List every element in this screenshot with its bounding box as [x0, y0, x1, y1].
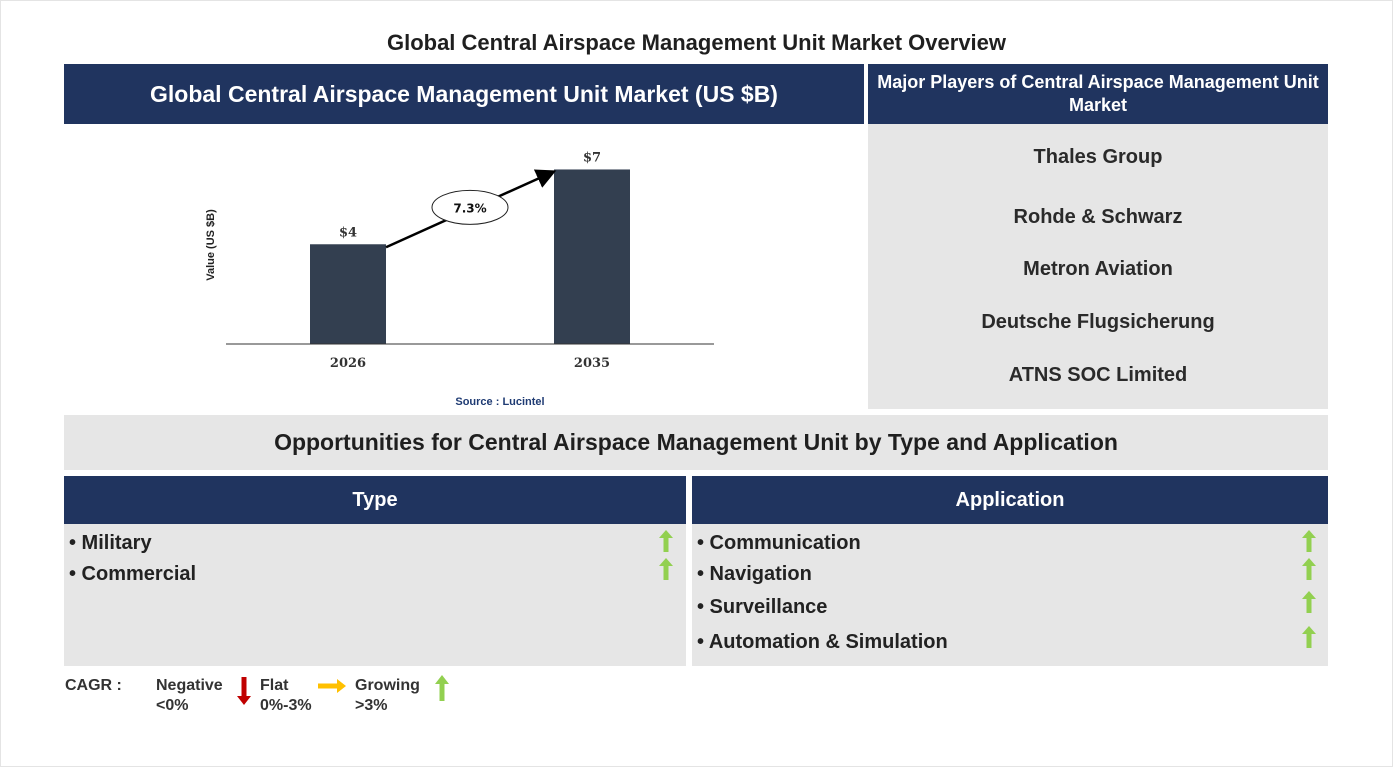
player-item: Deutsche Flugsicherung	[981, 311, 1215, 333]
up-arrow-icon	[1302, 530, 1316, 552]
application-header: Application	[692, 476, 1328, 524]
up-arrow-icon	[1302, 591, 1316, 613]
legend-negative: Negative <0%	[156, 676, 223, 716]
chart-panel-header: Global Central Airspace Management Unit …	[64, 64, 864, 124]
opportunities-header: Opportunities for Central Airspace Manag…	[64, 415, 1328, 470]
x-tick-label-2026: 2026	[330, 356, 366, 371]
cagr-ellipse	[431, 189, 509, 225]
legend-growing-title: Growing	[355, 677, 420, 694]
right-arrow-icon	[318, 679, 346, 693]
legend-growing: Growing >3%	[355, 676, 420, 716]
legend-label: CAGR :	[65, 677, 122, 694]
legend-flat-range: 0%-3%	[260, 697, 312, 714]
legend-negative-title: Negative	[156, 677, 223, 694]
player-item: Thales Group	[1033, 146, 1163, 168]
legend-flat-title: Flat	[260, 677, 289, 694]
players-list: Thales Group Rohde & Schwarz Metron Avia…	[868, 124, 1328, 409]
data-label-2035: $7	[583, 150, 601, 165]
players-header: Major Players of Central Airspace Manage…	[868, 64, 1328, 124]
application-item-automation-simulation: • Automation & Simulation	[697, 631, 948, 653]
application-list: • Communication • Navigation • Surveilla…	[692, 524, 1328, 666]
player-item: Metron Aviation	[1023, 258, 1173, 280]
source-label: Source : Lucintel	[455, 396, 544, 408]
up-arrow-icon	[659, 558, 673, 580]
type-item-military: • Military	[69, 532, 152, 554]
player-item: ATNS SOC Limited	[1008, 364, 1188, 386]
player-item: Rohde & Schwarz	[1013, 206, 1183, 228]
data-label-2026: $4	[339, 225, 357, 240]
x-tick-label-2035: 2035	[574, 356, 610, 371]
y-axis-label: Value (US $B)	[205, 209, 217, 281]
bar-2026	[310, 244, 386, 344]
up-arrow-icon	[1302, 558, 1316, 580]
application-item-communication: • Communication	[697, 532, 861, 554]
down-arrow-icon	[237, 677, 251, 705]
legend-flat: Flat 0%-3%	[260, 676, 312, 716]
up-arrow-icon	[659, 530, 673, 552]
type-item-commercial: • Commercial	[69, 563, 197, 585]
up-arrow-icon	[435, 675, 449, 701]
type-header: Type	[64, 476, 686, 524]
type-list: • Military • Commercial	[64, 524, 686, 666]
legend-growing-range: >3%	[355, 697, 388, 714]
application-item-surveillance: • Surveillance	[697, 596, 828, 618]
legend-negative-range: <0%	[156, 697, 189, 714]
page-title: Global Central Airspace Management Unit …	[386, 30, 1007, 55]
bar-2035	[554, 169, 630, 344]
up-arrow-icon	[1302, 626, 1316, 648]
cagr-label: 7.3%	[453, 201, 486, 215]
bar-chart: $4 2026 $7 2035 7.3% Value (US $B) Source : Lu…	[205, 150, 714, 408]
application-item-navigation: • Navigation	[697, 563, 812, 585]
chart-area: $4 2026 $7 2035 7.3% Value (US $B) Source : Lu…	[64, 124, 864, 412]
